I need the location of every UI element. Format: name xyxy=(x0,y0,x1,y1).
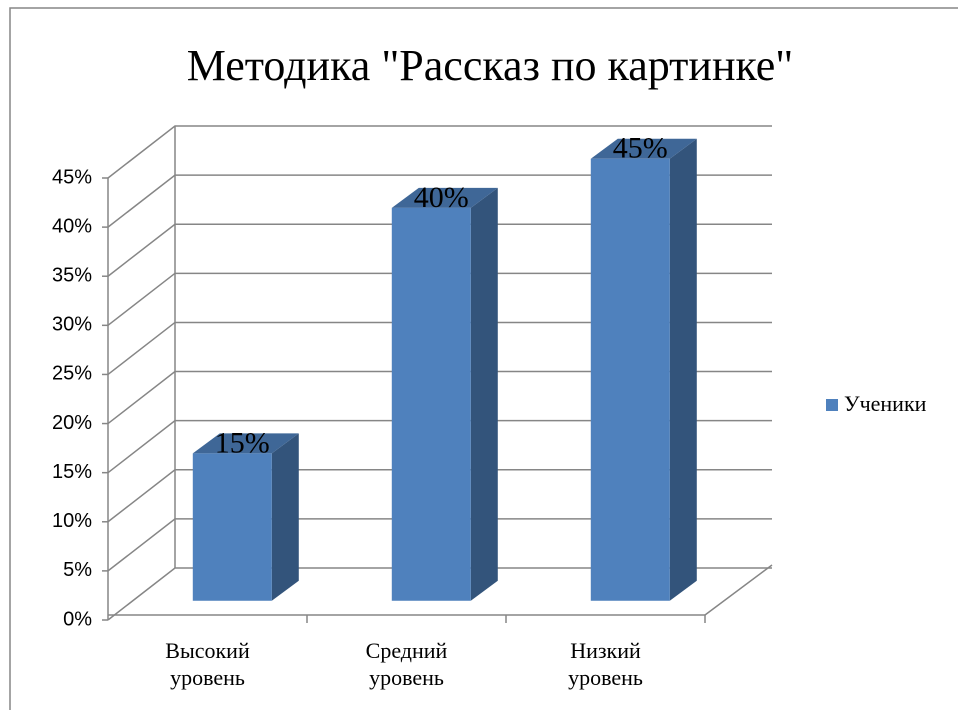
y-tick-label: 20% xyxy=(52,412,92,434)
y-tick-label: 10% xyxy=(52,510,92,532)
floor-right xyxy=(704,564,773,616)
grid-line xyxy=(107,174,772,228)
y-tick-label: 0% xyxy=(63,608,92,630)
grid-line xyxy=(107,125,772,179)
data-label: 15% xyxy=(215,426,270,459)
bar-side xyxy=(669,138,697,601)
bar-top xyxy=(192,433,299,454)
bar xyxy=(590,158,670,601)
bar-side xyxy=(470,187,498,601)
grid-line xyxy=(107,370,772,425)
x-tick-label: Высокий уровень xyxy=(165,638,250,690)
grid-line xyxy=(107,419,772,474)
x-tick-label: Средний уровень xyxy=(365,638,448,690)
bar-side xyxy=(271,433,299,601)
grid-line xyxy=(107,223,772,277)
chart-border xyxy=(9,7,958,710)
bar xyxy=(391,207,471,601)
bar-top xyxy=(590,138,697,159)
y-tick-label: 45% xyxy=(52,166,92,188)
y-tick-label: 15% xyxy=(52,461,92,483)
y-tick-label: 25% xyxy=(52,363,92,385)
data-label: 45% xyxy=(613,132,668,165)
bar xyxy=(192,453,272,601)
chart-title: Методика "Рассказ по картинке" xyxy=(187,41,794,90)
grid-line xyxy=(107,272,772,326)
y-tick-label: 35% xyxy=(52,265,92,287)
grid-line xyxy=(107,518,772,572)
data-label: 40% xyxy=(414,181,469,214)
grid-line xyxy=(107,321,772,376)
grid-line xyxy=(107,567,772,621)
legend-swatch xyxy=(826,399,838,411)
legend-label: Ученики xyxy=(844,391,927,416)
bar-top xyxy=(391,187,498,208)
grid-line xyxy=(107,469,772,523)
y-tick-label: 40% xyxy=(52,215,92,237)
y-tick-label: 5% xyxy=(63,559,92,581)
x-tick-label: Низкий уровень xyxy=(568,638,643,690)
y-tick-label: 30% xyxy=(52,314,92,336)
